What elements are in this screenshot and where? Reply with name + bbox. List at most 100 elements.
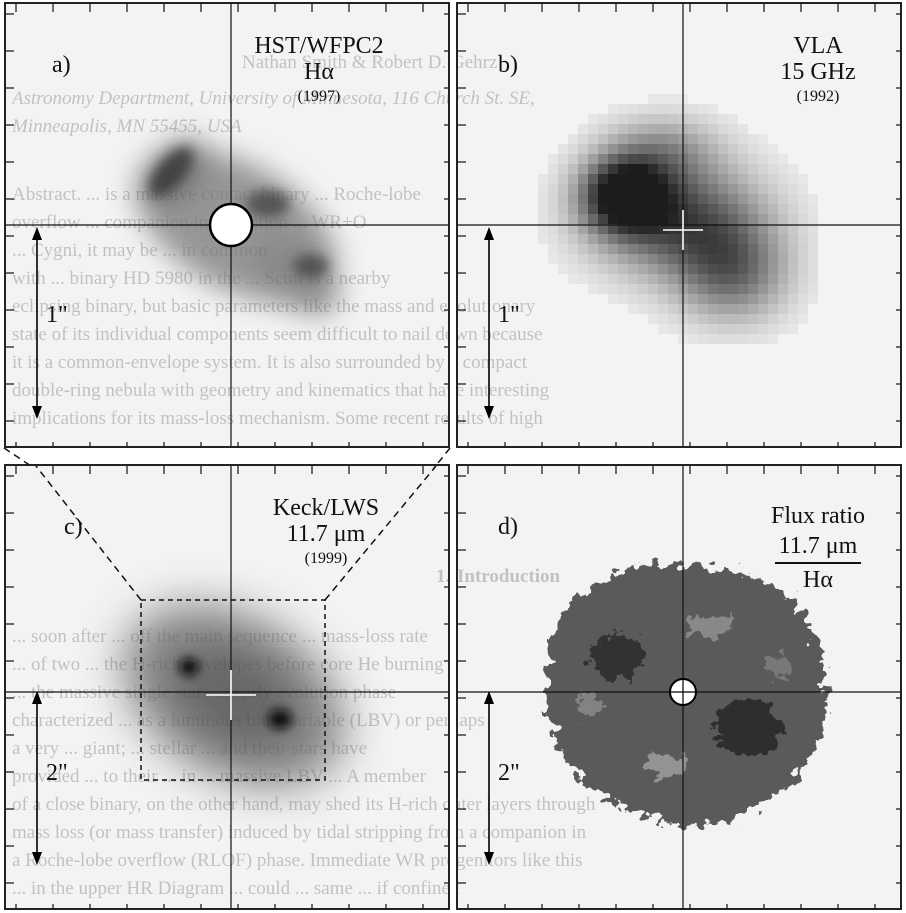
radio-pixel [768,194,778,204]
radio-pixel [668,224,678,234]
radio-pixel [648,124,658,134]
radio-pixel [768,164,778,174]
radio-pixel [618,184,628,194]
radio-pixel [598,124,608,134]
panel-d-title: Flux ratio 11.7 μm Hα [748,503,888,594]
radio-pixel [808,274,818,284]
radio-pixel [768,334,778,344]
radio-pixel [638,254,648,264]
radio-pixel [578,234,588,244]
panel-b-scale-label: 1" [498,302,520,328]
radio-pixel [708,154,718,164]
radio-pixel [768,254,778,264]
panel-a-title: HST/WFPC2 Hα (1997) [244,33,394,105]
radio-pixel [798,254,808,264]
radio-pixel [758,134,768,144]
radio-pixel [788,304,798,314]
radio-pixel [598,194,608,204]
radio-pixel [708,324,718,334]
radio-pixel [598,144,608,154]
radio-pixel [558,214,568,224]
radio-pixel [608,264,618,274]
radio-pixel [598,224,608,234]
radio-pixel [728,114,738,124]
radio-pixel [798,304,808,314]
radio-pixel [628,194,638,204]
radio-pixel [758,154,768,164]
radio-pixel [808,284,818,294]
radio-pixel [718,334,728,344]
radio-pixel [778,224,788,234]
radio-pixel [638,204,648,214]
radio-pixel [578,264,588,274]
radio-pixel [698,224,708,234]
radio-pixel [648,204,658,214]
ghost-affiliation-line: Astronomy Department, University of Minn… [12,88,448,109]
radio-pixel [628,294,638,304]
radio-pixel [768,304,778,314]
radio-pixel [798,184,808,194]
radio-pixel [588,144,598,154]
radio-pixel [608,284,618,294]
radio-pixel [618,114,628,124]
radio-pixel [598,234,608,244]
radio-pixel [598,284,608,294]
radio-pixel [738,154,748,164]
radio-pixel [558,204,568,214]
radio-pixel [718,134,728,144]
radio-pixel [698,194,708,204]
radio-pixel [738,334,748,344]
ghost-abstract-8: implications for its mass-loss mechanism… [12,408,448,429]
ghost-abstract-6: it is a common-envelope system. It is al… [12,352,448,373]
ghost-author-line: Nathan Smith & Robert D. Gehrz [242,52,448,73]
radio-pixel [758,174,768,184]
radio-pixel [708,174,718,184]
radio-pixel [738,214,748,224]
radio-pixel [658,234,668,244]
radio-pixel [748,304,758,314]
radio-pixel [758,324,768,334]
radio-pixel [718,184,728,194]
radio-pixel [588,134,598,144]
radio-pixel [768,324,778,334]
radio-pixel [758,334,768,344]
radio-pixel [568,154,578,164]
radio-image [458,4,900,446]
radio-pixel [668,124,678,134]
radio-pixel [598,204,608,214]
radio-pixel [688,264,698,274]
panel-c-scale-label: 2" [46,760,68,786]
radio-pixel [718,244,728,254]
radio-pixel [808,294,818,304]
radio-pixel [668,184,678,194]
radio-pixel [728,174,738,184]
radio-pixel [748,194,758,204]
radio-pixel [698,144,708,154]
panel-b-label: b) [498,52,518,78]
radio-pixel [628,224,638,234]
panel-d-numerator: 11.7 μm [774,533,862,564]
radio-pixel [758,184,768,194]
radio-pixel [718,284,728,294]
radio-pixel [588,164,598,174]
ghost-abstract-4-b: eclipsing binary, but basic parameters l… [457,296,536,317]
radio-pixel [558,164,568,174]
radio-pixel [758,314,768,324]
radio-pixel [558,174,568,184]
radio-pixel [718,114,728,124]
radio-pixel [718,274,728,284]
panel-b-band: 15 GHz [780,58,856,85]
ghost-intro-9: ... in the upper HR Diagram ... could ..… [12,878,448,899]
radio-pixel [778,164,788,174]
panel-c-year: (1999) [304,549,348,567]
ghost-abstract-7: double-ring nebula with geometry and kin… [12,380,448,401]
radio-pixel [718,314,728,324]
panel-d-heading: Flux ratio [771,503,865,529]
radio-pixel [648,94,658,104]
radio-pixel [588,194,598,204]
radio-pixel [588,244,598,254]
radio-pixel [728,124,738,134]
radio-pixel [608,224,618,234]
radio-pixel [698,264,708,274]
ghost-intro-6: of a close binary, on the other hand, ma… [12,794,448,815]
